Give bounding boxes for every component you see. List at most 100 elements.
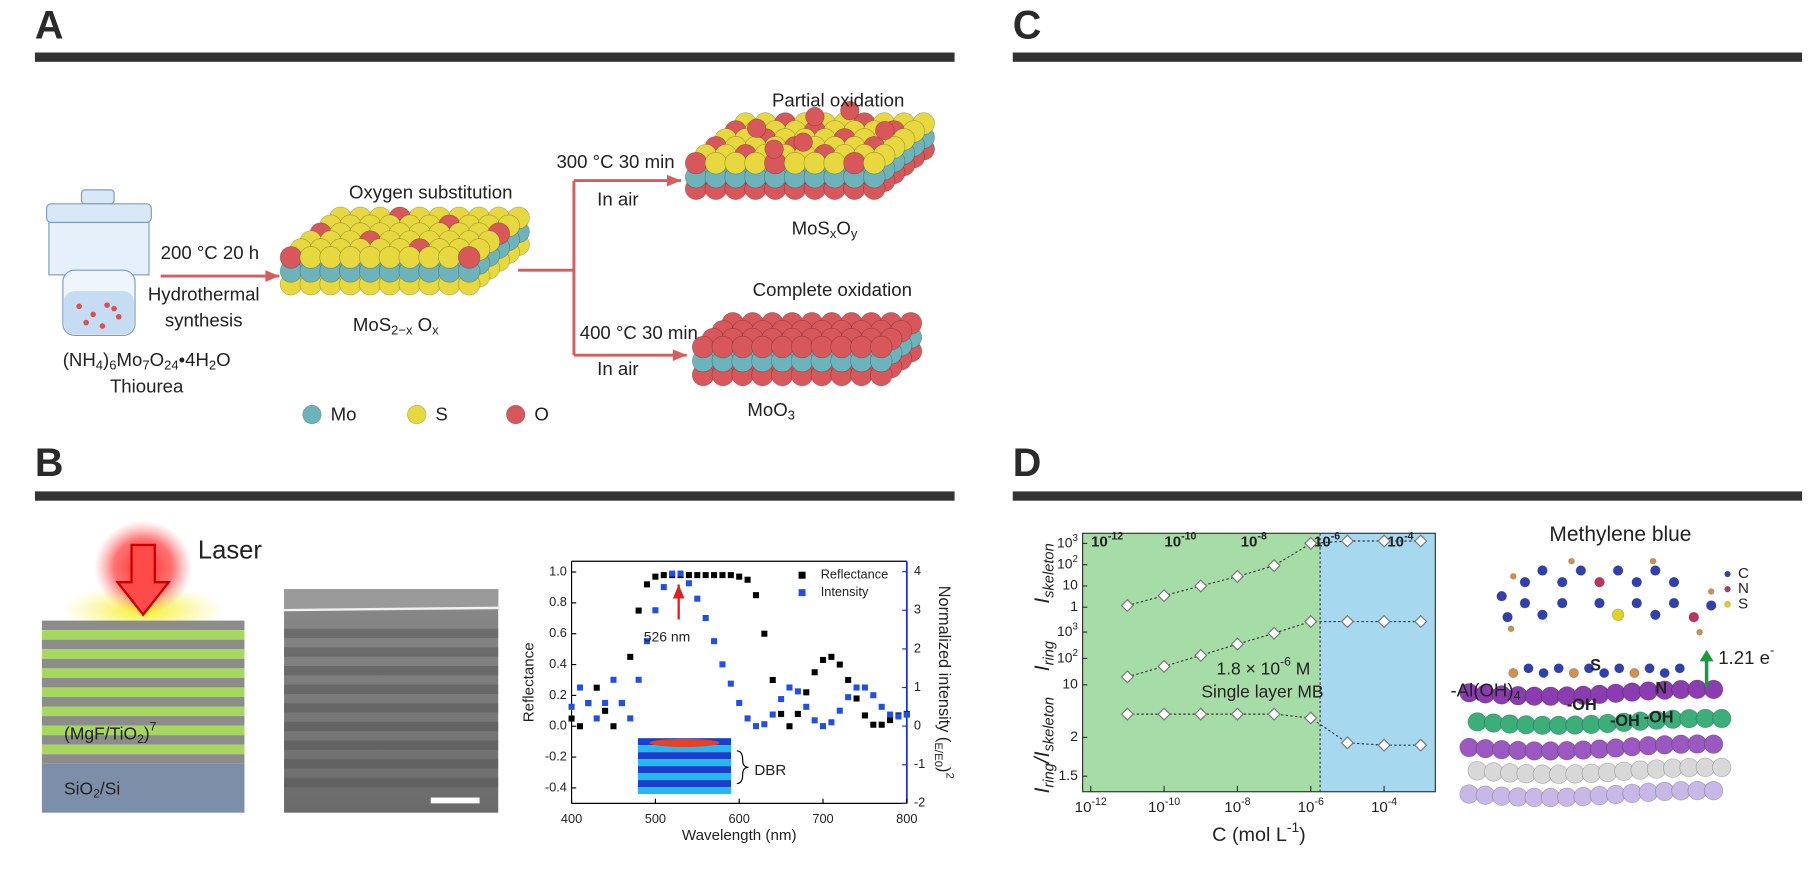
inset-peak bbox=[649, 738, 720, 747]
legend-label: Reflectance bbox=[821, 567, 889, 582]
text-part: 2 bbox=[1073, 554, 1078, 565]
atom bbox=[850, 335, 873, 359]
layer bbox=[41, 687, 245, 697]
label: Methylene blue bbox=[1549, 523, 1691, 546]
atom bbox=[1507, 625, 1515, 633]
atom bbox=[830, 335, 853, 359]
data-point bbox=[635, 607, 642, 614]
inset-band bbox=[637, 773, 732, 781]
layer bbox=[41, 630, 245, 640]
atom bbox=[1712, 708, 1732, 729]
label: Complete oxidation bbox=[753, 279, 912, 300]
text-part: 10 bbox=[1057, 649, 1073, 665]
data-point bbox=[853, 684, 860, 691]
data-point bbox=[702, 614, 709, 622]
tick-label: 102 bbox=[1057, 554, 1078, 572]
text-part: ) bbox=[1299, 824, 1306, 846]
atom bbox=[764, 139, 784, 159]
data-point bbox=[1414, 534, 1428, 548]
atom bbox=[1594, 576, 1605, 588]
tick-label: -0.2 bbox=[545, 748, 567, 763]
atom bbox=[1650, 609, 1661, 621]
label: SiO2/Si bbox=[64, 778, 120, 801]
atom bbox=[744, 151, 767, 175]
scale-bar bbox=[430, 797, 480, 804]
atom bbox=[1573, 740, 1593, 760]
data-point bbox=[761, 721, 768, 728]
text-part: O bbox=[150, 349, 164, 370]
label: (MgF/TiO2)7 bbox=[64, 720, 157, 746]
data-point bbox=[870, 692, 877, 699]
particle bbox=[99, 323, 106, 329]
annotation: Single layer MB bbox=[1201, 681, 1323, 701]
data-point bbox=[1120, 707, 1135, 721]
text-part: SiO bbox=[64, 778, 93, 798]
data-point bbox=[610, 723, 617, 730]
text-part: 10 bbox=[1371, 799, 1388, 816]
text-part: 2 bbox=[93, 787, 100, 801]
laser-arrow bbox=[115, 543, 172, 617]
atom bbox=[1492, 739, 1512, 760]
atom bbox=[1467, 712, 1487, 732]
panel-bar bbox=[1012, 491, 1803, 501]
text-part: -12 bbox=[1092, 796, 1107, 808]
atom bbox=[1573, 786, 1593, 807]
legend-label: S bbox=[1738, 595, 1748, 612]
atom bbox=[1649, 557, 1657, 565]
beaker-body bbox=[48, 221, 150, 276]
data-point bbox=[1414, 614, 1428, 629]
text-part: 3 bbox=[1073, 621, 1078, 632]
panel-label: D bbox=[1013, 441, 1042, 485]
text-part: -Al(OH) bbox=[1450, 680, 1513, 701]
atom bbox=[1519, 597, 1531, 609]
label: 1.21 e- bbox=[1718, 643, 1774, 668]
data-point bbox=[803, 689, 810, 696]
inset-band bbox=[637, 752, 732, 760]
substrate bbox=[41, 763, 245, 813]
tick-label: 0.6 bbox=[549, 625, 567, 640]
data-point bbox=[861, 712, 868, 719]
atom bbox=[1724, 570, 1731, 578]
text-part: 3 bbox=[788, 408, 795, 423]
legend-label: Intensity bbox=[821, 584, 869, 599]
tick-label: 4 bbox=[914, 563, 921, 578]
x-axis-label: Wavelength (nm) bbox=[682, 827, 797, 844]
data-point bbox=[828, 653, 835, 660]
atom bbox=[1523, 663, 1534, 674]
sem-surface bbox=[284, 606, 499, 612]
data-point bbox=[1230, 569, 1245, 584]
label: 400 °C 30 min bbox=[580, 322, 698, 343]
atom bbox=[1557, 787, 1577, 807]
atom bbox=[1703, 679, 1724, 700]
atom bbox=[1581, 763, 1601, 783]
data-point bbox=[1157, 659, 1171, 674]
text-part: -6 bbox=[1314, 796, 1324, 808]
text-part: /I bbox=[1031, 751, 1054, 765]
data-point bbox=[1377, 614, 1391, 629]
data-point bbox=[870, 721, 877, 728]
data-point bbox=[568, 715, 575, 722]
atom bbox=[407, 404, 427, 425]
atom bbox=[803, 151, 827, 175]
data-point bbox=[694, 595, 701, 602]
tick-label: 1.0 bbox=[549, 563, 567, 578]
tick-label: 3 bbox=[914, 602, 921, 617]
atom bbox=[1492, 786, 1512, 806]
data-point bbox=[752, 592, 759, 599]
atom bbox=[1589, 785, 1610, 806]
data-point bbox=[727, 680, 734, 687]
atom bbox=[1532, 764, 1553, 784]
tick-label: 10-12 bbox=[1075, 796, 1107, 816]
tick-label: 0.8 bbox=[549, 594, 567, 609]
sem-stripe bbox=[284, 777, 499, 788]
sem-image bbox=[284, 589, 499, 813]
layer bbox=[41, 677, 245, 688]
atom bbox=[751, 335, 774, 359]
layer bbox=[41, 649, 245, 659]
atom bbox=[1606, 738, 1626, 758]
atom bbox=[339, 246, 362, 269]
tick-label: 700 bbox=[812, 811, 833, 826]
label: 200 °C 20 h bbox=[161, 242, 260, 263]
atom bbox=[840, 101, 860, 121]
text-part: 0 bbox=[932, 761, 944, 767]
